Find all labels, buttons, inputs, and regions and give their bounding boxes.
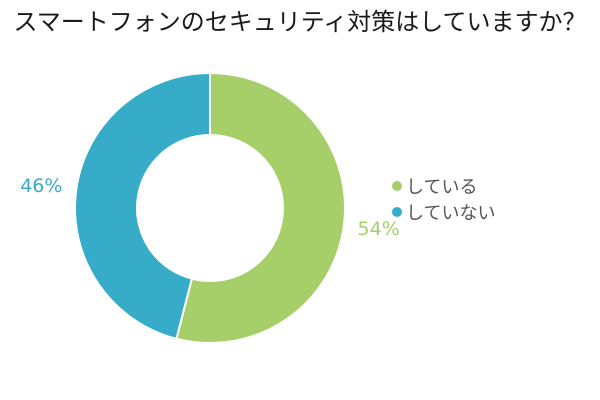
legend-item-している[interactable]: している (392, 173, 495, 199)
legend-swatch-icon (392, 207, 402, 217)
legend-swatch-icon (392, 181, 402, 191)
legend-label: していない (406, 203, 496, 224)
data-labels-group: 54% 46% (20, 175, 400, 240)
slice-している[interactable] (175, 71, 346, 344)
legend: している していない (392, 173, 495, 225)
legend-item-していない[interactable]: していない (392, 199, 495, 225)
data-label-している: 54% (358, 218, 400, 240)
slice-していない[interactable] (74, 71, 211, 340)
chart-title: スマートフォンのセキュリティ対策はしていますか？ (13, 8, 587, 36)
data-label-していない: 46% (20, 175, 62, 197)
legend-label: している (406, 177, 478, 198)
slices-group (74, 71, 346, 344)
